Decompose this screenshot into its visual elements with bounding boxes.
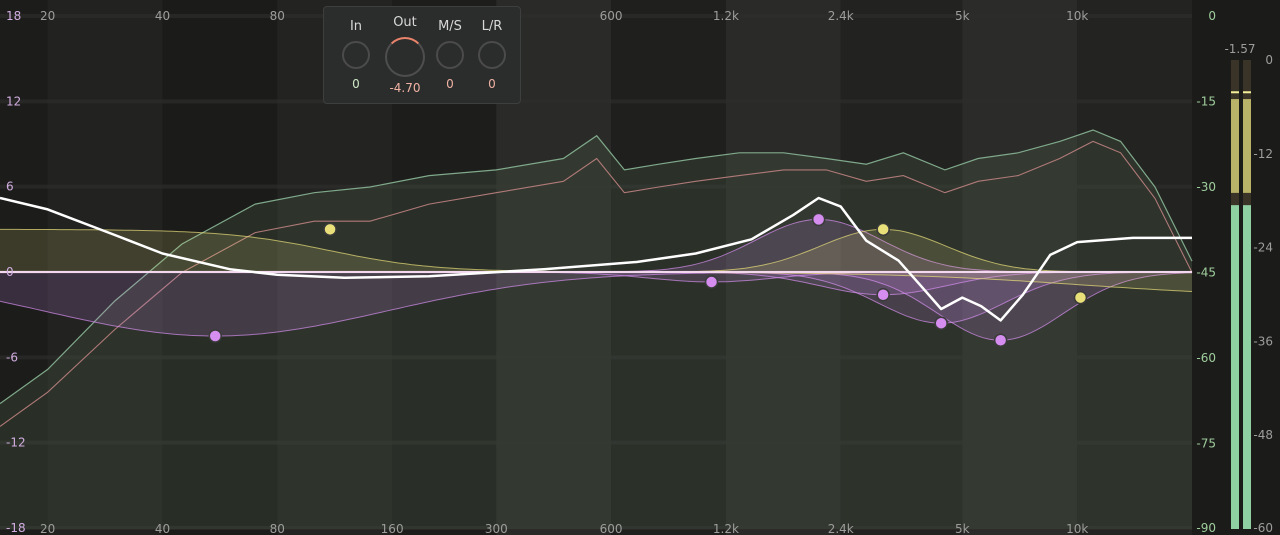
- band-fill: [0, 272, 1192, 295]
- meter-tick-label: 0: [1265, 53, 1273, 67]
- band-fill: [0, 272, 1192, 336]
- freq-tick-label-top: 2.4k: [828, 9, 854, 23]
- band-fill: [0, 272, 1192, 341]
- freq-tick-label-top: 80: [270, 9, 285, 23]
- band-column: [725, 0, 841, 535]
- band-column: [611, 0, 726, 535]
- freq-tick-label-top: 600: [600, 9, 623, 23]
- band-fill: [0, 272, 1192, 292]
- meter-tick-label: -24: [1253, 241, 1273, 255]
- io-control-panel: In 0 Out -4.70 M/S 0 L/R 0: [323, 6, 521, 104]
- band-handle[interactable]: [934, 316, 948, 330]
- gain-tick-label: 0: [6, 265, 14, 279]
- band-column: [0, 0, 48, 535]
- out-gain-value: -4.70: [389, 81, 421, 95]
- in-gain-value: 0: [352, 77, 360, 91]
- freq-tick-label-bottom: 300: [485, 522, 508, 535]
- gain-tick-label: -6: [6, 350, 18, 364]
- freq-tick-label-top: 20: [40, 9, 55, 23]
- band-handle[interactable]: [323, 222, 337, 237]
- band-handle[interactable]: [993, 333, 1008, 348]
- lr-label: L/R: [481, 19, 503, 34]
- spectrum-tick-label: -30: [1196, 180, 1216, 194]
- freq-tick-label-bottom: 40: [155, 522, 170, 535]
- freq-tick-label-bottom: 160: [381, 522, 404, 535]
- meter-peak-hold: [1243, 91, 1251, 94]
- band-handles[interactable]: [208, 212, 1088, 348]
- band-column: [840, 0, 963, 535]
- meter-peak-label: -1.57: [1224, 42, 1255, 56]
- band-handle[interactable]: [876, 222, 890, 237]
- spectrum-in-line: [0, 129, 1193, 405]
- meter-tick-label: -12: [1253, 147, 1273, 161]
- eq-curve-layer: [0, 196, 1192, 322]
- meter-level: [1243, 205, 1251, 529]
- meter-level: [1231, 205, 1239, 529]
- in-gain-label: In: [349, 19, 363, 34]
- spectrum-tick-label: -75: [1196, 437, 1216, 451]
- gain-tick-label: 18: [6, 9, 21, 23]
- spectrum-out-line: [0, 140, 1193, 427]
- eq-curve: [0, 196, 1192, 322]
- gain-tick-label: -12: [6, 436, 26, 450]
- lr-knob-group[interactable]: L/R 0: [468, 7, 516, 103]
- freq-tick-label-bottom: 2.4k: [828, 522, 854, 535]
- in-gain-knob-group[interactable]: In 0: [332, 7, 380, 103]
- band-handle[interactable]: [208, 329, 222, 343]
- in-gain-knob[interactable]: [342, 41, 370, 69]
- spectrum-tick-label: -15: [1196, 95, 1216, 109]
- freq-tick-label-top: 5k: [955, 9, 970, 23]
- freq-tick-label-top: 10k: [1066, 9, 1088, 23]
- gain-tick-label: -18: [6, 521, 26, 535]
- freq-tick-label-top: 40: [155, 9, 170, 23]
- band-handle[interactable]: [876, 288, 890, 302]
- freq-tick-label-bottom: 1.2k: [713, 522, 739, 535]
- freq-tick-label-bottom: 10k: [1066, 522, 1088, 535]
- band-handle[interactable]: [1073, 290, 1088, 305]
- spectrum-tick-label: 0: [1208, 9, 1216, 23]
- freq-tick-label-bottom: 20: [40, 522, 55, 535]
- meter-peak-hold: [1231, 91, 1239, 94]
- lr-value: 0: [488, 77, 496, 91]
- spectrum-tick-label: -60: [1196, 351, 1216, 365]
- meter-warn-zone: [1231, 99, 1239, 193]
- band-column: [1077, 0, 1192, 535]
- spectrum-tick-label: -45: [1196, 266, 1216, 280]
- freq-tick-label-bottom: 600: [600, 522, 623, 535]
- band-fill: [0, 229, 1192, 272]
- freq-tick-label-bottom: 5k: [955, 522, 970, 535]
- gain-tick-label: 6: [6, 180, 14, 194]
- ms-knob-group[interactable]: M/S 0: [426, 7, 474, 103]
- meter-tick-label: -48: [1253, 428, 1273, 442]
- out-gain-label: Out: [393, 15, 417, 30]
- meter-warn-zone: [1243, 99, 1251, 193]
- band-fill: [0, 229, 1192, 272]
- out-gain-knob-group[interactable]: Out -4.70: [378, 7, 432, 103]
- lr-knob[interactable]: [478, 41, 506, 69]
- ms-knob[interactable]: [436, 41, 464, 69]
- ms-value: 0: [446, 77, 454, 91]
- band-handle[interactable]: [811, 212, 826, 227]
- meter-tick-label: -60: [1253, 521, 1273, 535]
- ms-label: M/S: [438, 19, 462, 34]
- spectrum-tick-label: -90: [1196, 521, 1216, 535]
- band-column: [47, 0, 163, 535]
- meter-tick-label: -36: [1253, 334, 1273, 348]
- band-handle[interactable]: [704, 275, 719, 289]
- freq-tick-label-bottom: 80: [270, 522, 285, 535]
- freq-tick-label-top: 1.2k: [713, 9, 739, 23]
- output-meter: -1.57: [1224, 42, 1256, 529]
- out-gain-knob[interactable]: [385, 37, 425, 77]
- gain-tick-label: 12: [6, 94, 21, 108]
